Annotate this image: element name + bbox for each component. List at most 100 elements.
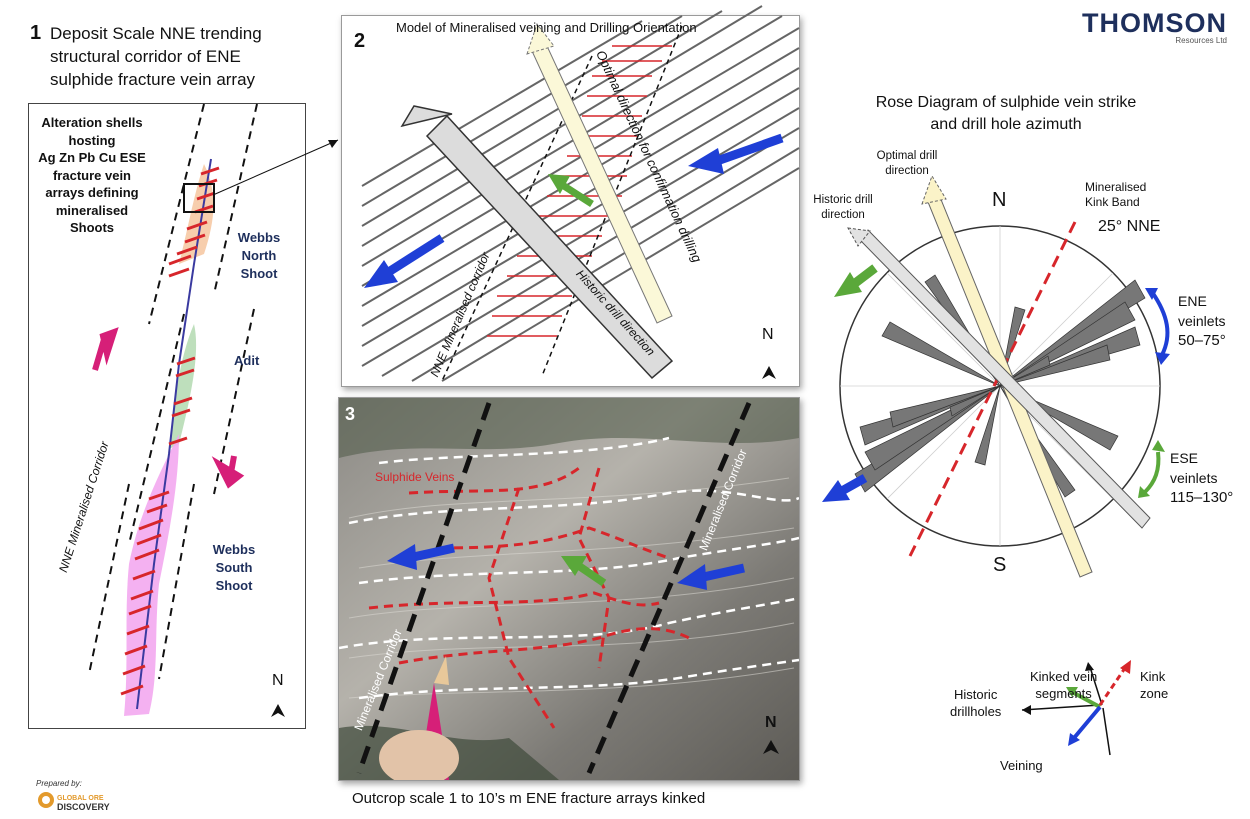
rose-historic-arrow (859, 229, 1151, 529)
rose-title-line: Rose Diagram of sulphide vein strike (875, 94, 1137, 111)
legend-kinked-label: Kinked vein segments (1030, 668, 1097, 702)
ese-arrowhead-bottom (1138, 486, 1150, 498)
alteration-line: Alteration shells (41, 115, 143, 130)
panel1-number: 1 (30, 22, 42, 44)
rose-kink-angle: 25° NNE (1098, 218, 1161, 235)
blue-arrowhead-right (677, 564, 707, 590)
blue-arrowhead-right (688, 148, 724, 174)
shear-arrow-north (92, 327, 119, 371)
logo-sub: Resources Ltd (1175, 36, 1227, 45)
rose-kink-line: Mineralised (1085, 180, 1147, 194)
rose-title-line: and drill hole azimuth (930, 116, 1082, 133)
global-ore-name: GLOBAL ORE DISCOVERY (57, 795, 110, 812)
south-shoot-line: Shoot (215, 578, 253, 593)
legend-kink-zone-label: Kink zone (1140, 668, 1168, 702)
south-shoot-label: Webbs South Shoot (204, 541, 264, 595)
legend-kinked-line: segments (1035, 686, 1092, 701)
blue-arrow-right (715, 133, 784, 166)
rose-historic-line: direction (821, 209, 865, 221)
blue-arrow-left (384, 234, 445, 277)
panel2-drawing (361, 5, 800, 382)
panel2-north-label: N (762, 326, 774, 343)
alteration-line: Shoots (69, 220, 115, 235)
rose-petals (854, 274, 1146, 498)
panel2-number: 2 (354, 30, 366, 52)
rose-optimal-arrowhead (921, 174, 947, 205)
thomson-logo: THOMSON Resources Ltd (1082, 8, 1227, 45)
legend-kink-zone-line: Kink (1140, 669, 1166, 684)
global-ore-line: GLOBAL ORE (57, 795, 104, 802)
alteration-label: Alteration shells hosting Ag Zn Pb Cu ES… (37, 114, 147, 237)
global-ore-logo-icon (38, 792, 54, 808)
north-arrow-icon (762, 366, 776, 379)
ene-line: 50–75° (1178, 332, 1226, 349)
vein-axis (136, 158, 212, 710)
white-fractures (339, 436, 799, 700)
historic-drill-arrowhead (400, 105, 453, 128)
alteration-line: hosting (68, 132, 116, 148)
green-arrow (562, 183, 594, 207)
rose-optimal-line: Optimal drill (876, 150, 938, 162)
panel1-title-line: structural corridor of ENE (50, 47, 241, 66)
rose-optimal-label: Optimal drill direction (872, 149, 942, 179)
panel2-title: Model of Mineralised veining and Drillin… (396, 20, 697, 35)
ene-arrowhead-bottom (1155, 352, 1170, 365)
north-arrow-icon (271, 704, 285, 717)
south-shoot-line: Webbs (212, 542, 256, 557)
hand (379, 730, 459, 780)
south-shoot-line: South (215, 560, 253, 575)
rose-blue-arrowhead (822, 480, 850, 502)
rose-optimal-line: direction (885, 165, 929, 177)
legend-veining-label: Veining (1000, 758, 1043, 773)
panel1-map-drawing (88, 103, 285, 717)
optimal-drill-arrowhead (526, 22, 555, 55)
alteration-line: Ag Zn Pb Cu ESE (38, 150, 146, 165)
rose-optimal-arrow (927, 196, 1093, 578)
north-shoot-label: Webbs North Shoot (229, 229, 289, 283)
ese-line: ESE (1170, 450, 1199, 466)
legend-kinked-line: Kinked vein (1030, 669, 1098, 684)
panel1-title-line: Deposit Scale NNE trending (50, 24, 262, 43)
rose-kink-line: Kink Band (1085, 195, 1140, 209)
rose-historic-label: Historic drill direction (803, 193, 883, 223)
panel1-north-label: N (272, 672, 284, 689)
blue-arrowhead-left (387, 544, 417, 570)
green-arrow (576, 562, 607, 587)
panel1-title-line: sulphide fracture vein array (50, 70, 256, 89)
blue-arrowhead-left (364, 260, 398, 288)
legend-kink-zone-line: zone (1140, 686, 1169, 701)
panel3-north-label: N (765, 714, 777, 731)
rose-green-arrow (847, 264, 878, 291)
ese-curved-arrow (1143, 451, 1161, 494)
rose-historic-arrowhead (847, 227, 871, 247)
zoom-box (183, 183, 215, 213)
historic-drill-arrow (425, 114, 674, 380)
ene-arrowhead-top (1145, 288, 1158, 300)
corridor-lines (356, 402, 752, 774)
rose-title: Rose Diagram of sulphide vein strike and… (846, 92, 1166, 136)
panel2-model: 2 Model of Mineralised veining and Drill… (341, 5, 800, 387)
shear-arrow-south (211, 455, 245, 489)
rose-blue-arrow (837, 474, 868, 496)
panel3-drawing (339, 398, 799, 780)
rose-kink-label: Mineralised Kink Band (1085, 180, 1146, 210)
rose-historic-line: Historic drill (813, 194, 873, 206)
rose-north-label: N (992, 189, 1007, 211)
alteration-shell-orange (179, 164, 214, 264)
kink-band-line (908, 221, 1077, 557)
ene-line: ENE (1178, 293, 1207, 309)
rose-circle (839, 225, 1161, 547)
sulphide-veins-label: Sulphide Veins (375, 470, 455, 484)
blue-arrow-left (408, 543, 455, 563)
legend-historic-line: drillholes (950, 704, 1002, 719)
ene-label: ENE veinlets 50–75° (1178, 291, 1226, 351)
rose-south-label: S (993, 554, 1007, 576)
adit-label: Adit (234, 353, 260, 368)
panel1-title: Deposit Scale NNE trending structural co… (50, 22, 262, 91)
rose-green-arrowhead (834, 272, 862, 297)
north-shoot-line: Shoot (240, 266, 278, 281)
panel1-map: Alteration shells hosting Ag Zn Pb Cu ES… (28, 103, 306, 729)
vegetation-top (339, 398, 799, 458)
alteration-line: arrays defining (45, 185, 139, 200)
legend-historic-label: Historic drillholes (950, 686, 1001, 720)
